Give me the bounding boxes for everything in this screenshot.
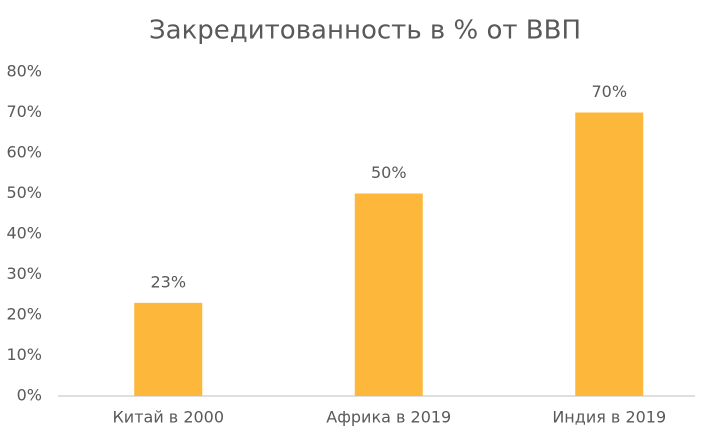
y-tick-label: 10%: [6, 345, 42, 364]
value-label: 50%: [371, 163, 407, 182]
bar: [575, 112, 644, 396]
y-tick-label: 40%: [6, 224, 42, 243]
bar: [354, 193, 423, 396]
y-tick-label: 20%: [6, 305, 42, 324]
x-tick-label: Индия в 2019: [552, 408, 666, 427]
x-tick-label: Китай в 2000: [112, 408, 224, 427]
y-tick-label: 80%: [6, 62, 42, 81]
value-label: 23%: [150, 272, 186, 291]
x-tick-label: Африка в 2019: [326, 408, 451, 427]
chart-title: Закредитованность в % от ВВП: [149, 16, 581, 46]
value-label: 70%: [591, 82, 627, 101]
y-tick-label: 70%: [6, 102, 42, 121]
y-tick-label: 60%: [6, 143, 42, 162]
y-tick-label: 50%: [6, 183, 42, 202]
y-tick-label: 0%: [17, 386, 42, 405]
bar: [134, 302, 203, 396]
y-tick-label: 30%: [6, 264, 42, 283]
